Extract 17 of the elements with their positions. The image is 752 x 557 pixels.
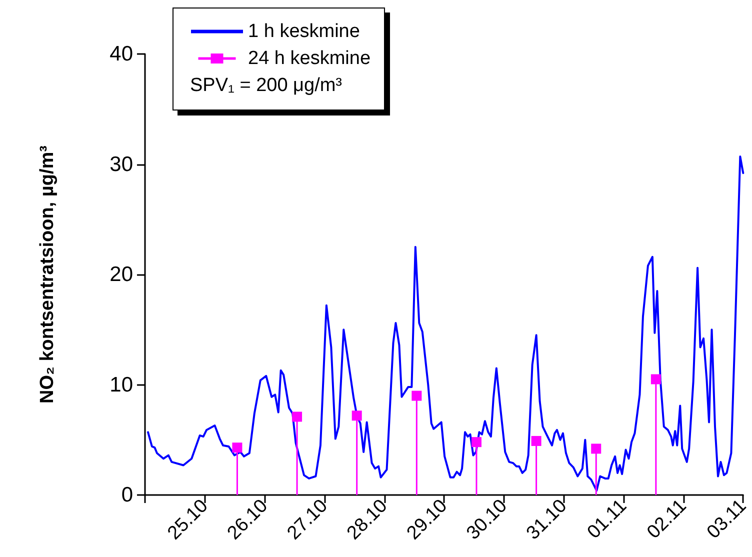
point <box>292 412 302 422</box>
point <box>471 437 482 448</box>
point <box>232 442 242 453</box>
point <box>650 374 661 384</box>
point <box>591 444 602 454</box>
y-tick-label: 30 <box>110 152 133 176</box>
legend-label: 1 h keskmine <box>248 21 360 42</box>
point <box>412 390 422 401</box>
point <box>531 436 542 446</box>
y-tick-label: 0 <box>121 484 133 506</box>
legend-label: 24 h keskmine <box>248 48 371 69</box>
y-tick-label: 20 <box>110 263 133 286</box>
y-axis-title: NO₂ kontsentratsioon, µg/m³ <box>37 146 58 404</box>
y-tick-label: 10 <box>110 373 133 396</box>
annotation: SPV₁ = 200 μg/m³ <box>190 75 342 96</box>
y-tick-label: 40 <box>110 42 133 66</box>
point <box>352 410 362 421</box>
